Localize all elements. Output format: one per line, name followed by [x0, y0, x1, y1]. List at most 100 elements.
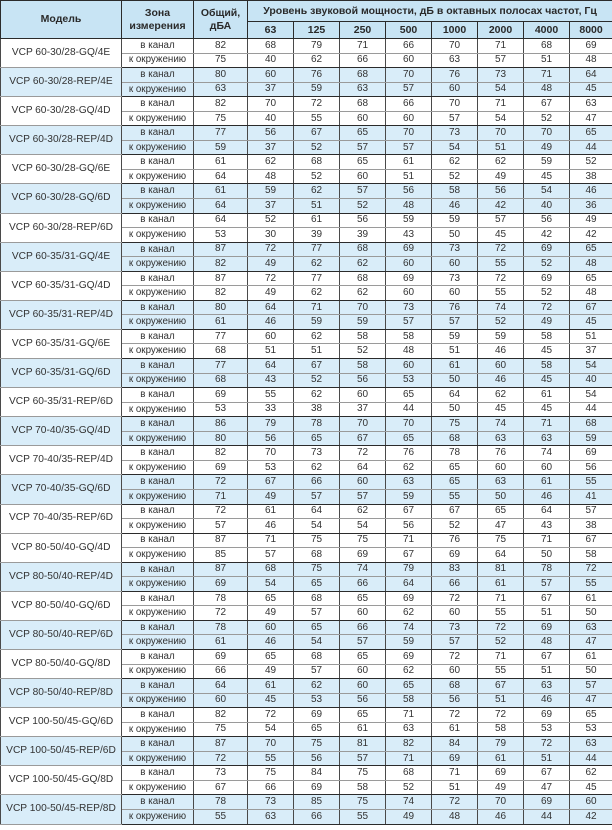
value-cell: 54: [293, 518, 340, 534]
value-cell: 51: [477, 692, 524, 709]
value-cell: 69: [568, 38, 612, 54]
value-cell: 71: [477, 96, 524, 112]
zone-cell: в канал: [121, 648, 194, 665]
value-cell: 75: [293, 561, 340, 578]
value-cell: 67: [477, 678, 524, 694]
value-cell: 47: [568, 692, 612, 709]
zone-cell: в канал: [121, 765, 194, 781]
value-cell: 67: [247, 474, 294, 490]
value-cell: 60: [247, 328, 294, 345]
value-cell: 63: [477, 430, 524, 447]
value-cell: 70: [385, 67, 432, 83]
value-cell: 49: [247, 663, 294, 680]
zone-cell: в канал: [121, 270, 194, 287]
value-cell: 69: [193, 576, 248, 592]
table-row: VCP 60-30/28-GQ/6E в канал 61 62 68 65 61 62 62 5…: [0, 154, 612, 185]
value-cell: 66: [339, 52, 386, 69]
table-row: VCP 100-50/45-REP/6D в канал 87 70 75 81 82 84 7…: [0, 736, 612, 767]
value-cell: 60: [431, 605, 478, 621]
value-cell: 70: [247, 96, 294, 112]
value-cell: 63: [523, 678, 570, 694]
value-cell: 77: [293, 241, 340, 258]
model-cell: VCP 70-40/35-REP/6D: [0, 503, 122, 534]
value-cell: 59: [193, 139, 248, 156]
value-cell: 51: [523, 663, 570, 680]
column-header-250: 250: [339, 21, 386, 39]
value-cell: 60: [339, 678, 386, 694]
value-cell: 65: [293, 721, 340, 738]
value-cell: 73: [431, 619, 478, 636]
value-cell: 61: [193, 154, 248, 170]
value-cell: 70: [385, 416, 432, 432]
value-cell: 60: [193, 692, 248, 709]
value-cell: 57: [568, 503, 612, 520]
value-cell: 57: [431, 314, 478, 330]
value-cell: 54: [477, 110, 524, 127]
value-cell: 65: [385, 387, 432, 403]
value-cell: 55: [247, 387, 294, 403]
value-cell: 71: [385, 707, 432, 723]
value-cell: 63: [523, 430, 570, 447]
value-cell: 46: [523, 692, 570, 709]
value-cell: 68: [431, 430, 478, 447]
value-cell: 44: [523, 808, 570, 825]
model-cell: VCP 80-50/40-GQ/8D: [0, 648, 122, 680]
value-cell: 54: [431, 139, 478, 156]
value-cell: 45: [523, 372, 570, 389]
table-row: к окружению 68 43 52 56 53 50 46 45 40: [1, 372, 612, 389]
value-cell: 65: [568, 707, 612, 723]
value-cell: 55: [477, 256, 524, 272]
column-header-zone: Зона измерения: [121, 0, 194, 39]
value-cell: 78: [193, 619, 248, 636]
value-cell: 69: [568, 445, 612, 461]
table-row: VCP 80-50/40-GQ/4D в канал 87 71 75 75 71 76 75 7…: [0, 532, 612, 563]
value-cell: 40: [247, 110, 294, 127]
value-cell: 55: [477, 663, 524, 680]
value-cell: 72: [247, 707, 294, 723]
value-cell: 45: [523, 168, 570, 185]
value-cell: 71: [477, 648, 524, 665]
table-row: VCP 80-50/40-GQ/6D в канал 78 65 68 65 69 72 71 6…: [0, 590, 612, 621]
value-cell: 68: [193, 372, 248, 389]
value-cell: 74: [523, 445, 570, 461]
value-cell: 52: [339, 198, 386, 214]
value-cell: 43: [247, 372, 294, 389]
table-row: VCP 60-30/28-REP/6D в канал 64 52 61 56 59 59 57…: [0, 212, 612, 243]
model-cell: VCP 70-40/35-GQ/6D: [0, 474, 122, 505]
value-cell: 56: [431, 692, 478, 709]
table-row: к окружению 85 57 68 69 67 69 64 50 58: [1, 547, 612, 563]
value-cell: 72: [193, 474, 248, 490]
zone-cell: к окружению: [121, 52, 194, 69]
value-cell: 87: [193, 736, 248, 752]
zone-cell: к окружению: [121, 139, 194, 156]
value-cell: 62: [385, 459, 432, 476]
value-cell: 64: [523, 503, 570, 520]
value-cell: 67: [523, 96, 570, 112]
value-cell: 59: [431, 328, 478, 345]
value-cell: 53: [193, 401, 248, 418]
value-cell: 43: [523, 518, 570, 534]
zone-cell: к окружению: [121, 227, 194, 243]
value-cell: 50: [431, 227, 478, 243]
value-cell: 67: [193, 779, 248, 796]
value-cell: 80: [193, 67, 248, 83]
value-cell: 67: [568, 532, 612, 549]
value-cell: 56: [247, 125, 294, 141]
zone-cell: в канал: [121, 707, 194, 723]
value-cell: 60: [431, 256, 478, 272]
value-cell: 82: [193, 38, 248, 54]
value-cell: 52: [523, 256, 570, 272]
value-cell: 78: [431, 445, 478, 461]
table-row: VCP 60-30/28-REP/4D в канал 77 56 67 65 70 73 70…: [0, 125, 612, 156]
table-row: VCP 100-50/45-REP/8D в канал 78 73 85 75 74 72 7…: [0, 794, 612, 825]
value-cell: 80: [193, 430, 248, 447]
value-cell: 62: [293, 328, 340, 345]
value-cell: 56: [477, 183, 524, 200]
table-body: VCP 60-30/28-GQ/4E в канал 82 68 79 71 66 70 71 6…: [0, 37, 612, 825]
value-cell: 58: [568, 547, 612, 563]
value-cell: 60: [385, 52, 432, 69]
value-cell: 72: [477, 241, 524, 258]
value-cell: 42: [523, 227, 570, 243]
value-cell: 57: [523, 576, 570, 592]
